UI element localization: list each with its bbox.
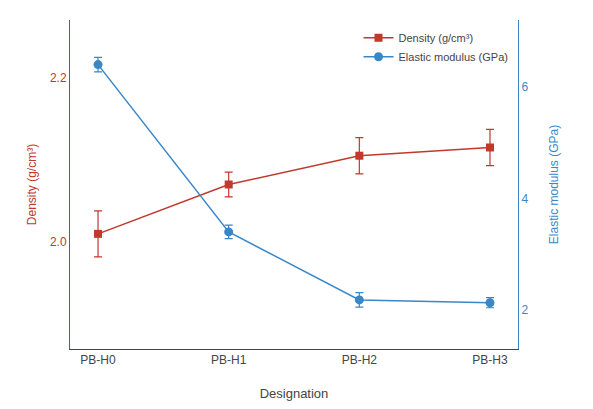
svg-text:PB-H2: PB-H2: [342, 353, 378, 367]
svg-text:Elastic modulus (GPa): Elastic modulus (GPa): [547, 125, 561, 244]
svg-text:2: 2: [521, 303, 528, 317]
svg-text:Density (g/cm³): Density (g/cm³): [399, 32, 474, 44]
svg-text:Designation: Designation: [260, 386, 329, 401]
svg-text:PB-H0: PB-H0: [80, 353, 116, 367]
svg-text:PB-H1: PB-H1: [211, 353, 247, 367]
svg-text:6: 6: [521, 80, 528, 94]
svg-text:Density (g/cm³): Density (g/cm³): [25, 144, 39, 225]
svg-text:2.2: 2.2: [50, 71, 67, 85]
svg-text:4: 4: [521, 192, 528, 206]
svg-text:2.0: 2.0: [50, 235, 67, 249]
svg-text:Elastic modulus (GPa): Elastic modulus (GPa): [399, 51, 508, 63]
svg-text:PB-H3: PB-H3: [472, 353, 508, 367]
